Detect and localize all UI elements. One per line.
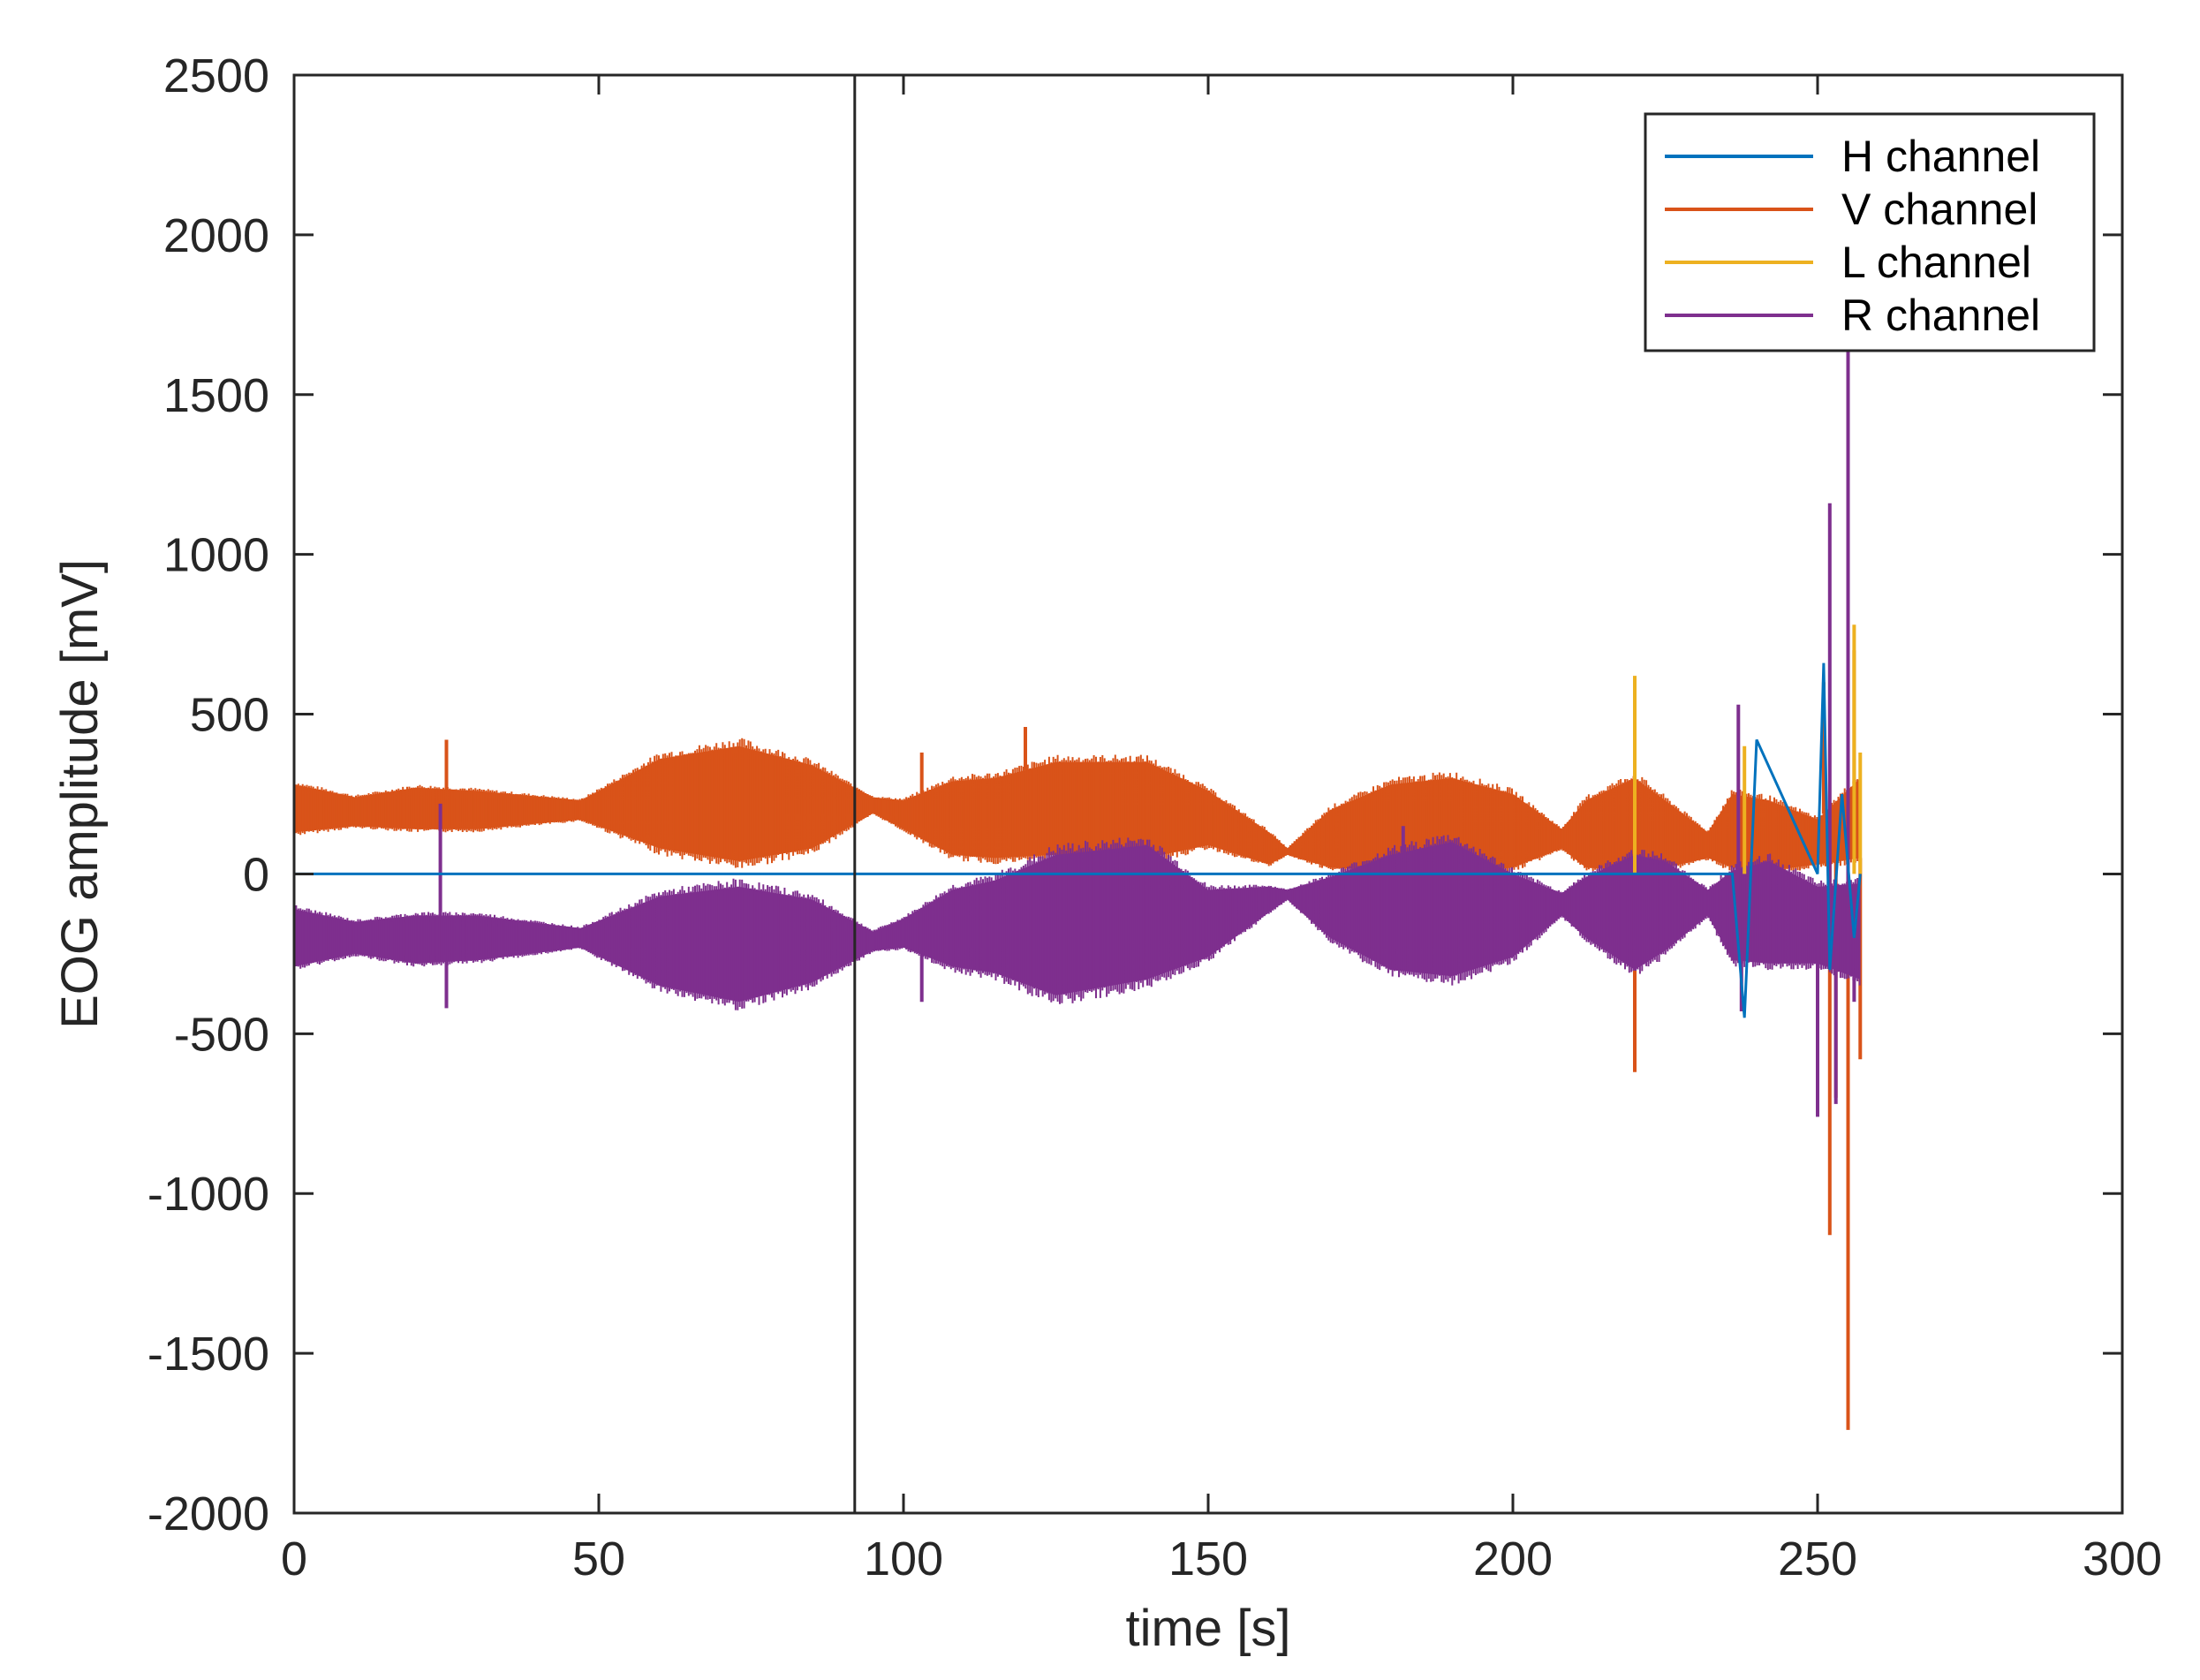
x-axis-label: time [s] <box>1126 1600 1291 1657</box>
y-tick-label: 500 <box>190 689 269 742</box>
x-tick-label: 250 <box>1778 1532 1857 1585</box>
y-tick-label: 0 <box>243 848 269 901</box>
x-tick-label: 100 <box>864 1532 943 1585</box>
legend-item: V channel <box>1665 185 2037 234</box>
x-tick-label: 200 <box>1473 1532 1553 1585</box>
signal-trace <box>294 662 1862 1018</box>
legend-label: V channel <box>1841 185 2037 234</box>
series-l-channel <box>1633 624 1863 874</box>
x-tick-label: 300 <box>2083 1532 2162 1585</box>
y-tick-label: -2000 <box>147 1487 269 1540</box>
legend-label: R channel <box>1841 291 2040 340</box>
y-tick-label: 2000 <box>163 209 269 262</box>
legend-item: L channel <box>1665 238 2031 287</box>
x-tick-label: 150 <box>1168 1532 1248 1585</box>
y-tick-label: -1000 <box>147 1168 269 1221</box>
y-axis-label: EOG amplitude [mV] <box>51 559 109 1029</box>
y-tick-label: -1500 <box>147 1328 269 1381</box>
y-tick-label: 1000 <box>163 529 269 582</box>
y-tick-label: -500 <box>174 1008 269 1061</box>
y-tick-label: 1500 <box>163 369 269 422</box>
legend-label: L channel <box>1841 238 2031 287</box>
legend-item: H channel <box>1665 132 2040 181</box>
series-layer <box>293 330 1863 1430</box>
legend-box <box>1644 112 2096 352</box>
x-ticks: 0 50 100 150 200 250 300 <box>281 75 2162 1585</box>
legend-label: H channel <box>1841 132 2040 181</box>
legend-item: R channel <box>1665 291 2040 340</box>
y-ticks: -2000 -1500 -1000 -500 0 500 1000 1500 2000 2500 <box>147 49 2122 1540</box>
x-tick-label: 50 <box>572 1532 625 1585</box>
x-tick-label: 0 <box>281 1532 307 1585</box>
y-tick-label: 2500 <box>163 49 269 102</box>
series-h-channel <box>294 662 1862 1018</box>
